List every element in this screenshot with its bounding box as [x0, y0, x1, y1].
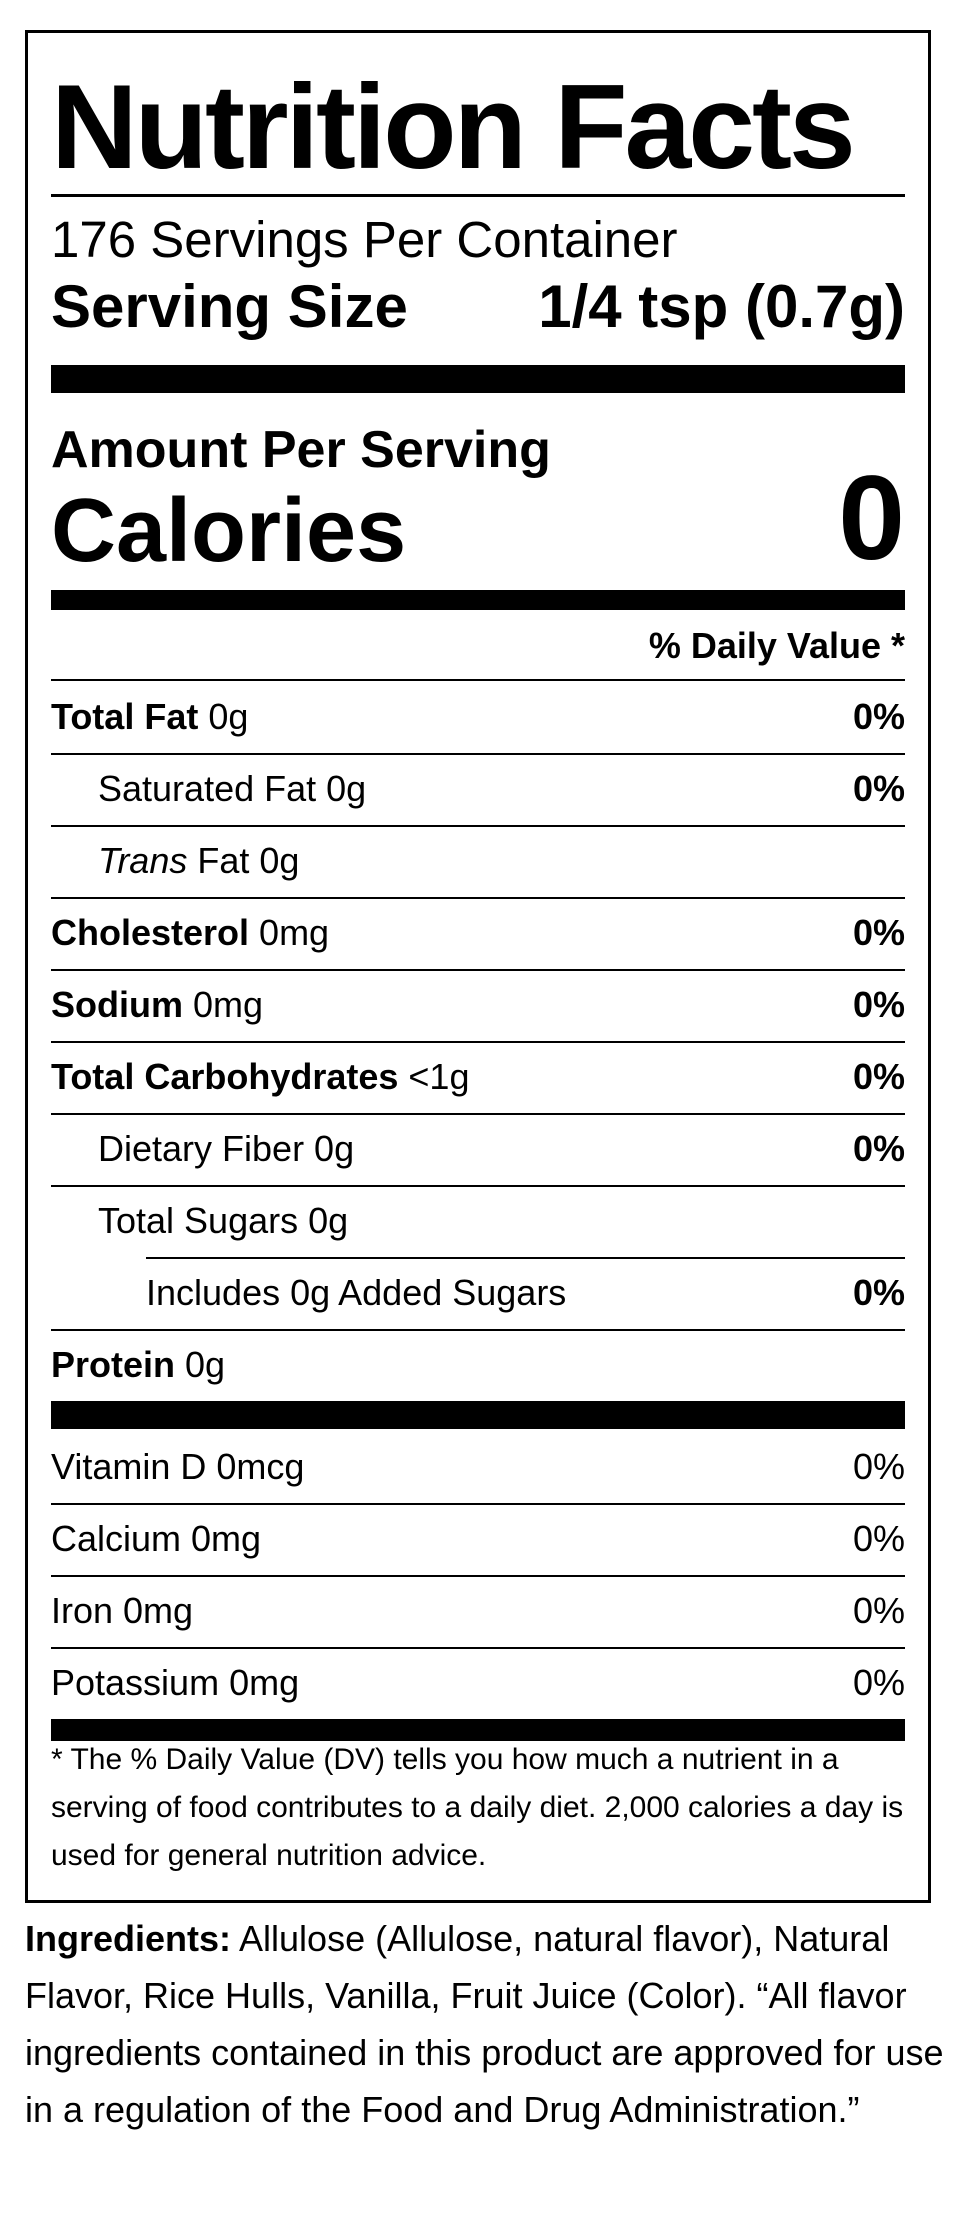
nutrient-amount: Includes 0g Added Sugars — [146, 1272, 567, 1313]
ingredients-text: Allulose (Allulose, natural flavor), Nat… — [25, 1918, 944, 2130]
nutrient-amount: 0mg — [249, 912, 330, 953]
vitamin-row-vitamin-d: Vitamin D 0mcg 0% — [51, 1431, 905, 1505]
vitamin-dv: 0% — [852, 1590, 905, 1631]
vitamin-dv: 0% — [852, 1518, 905, 1559]
nutrient-name: Cholesterol — [51, 912, 250, 953]
nutrient-amount: Total Sugars 0g — [98, 1200, 349, 1241]
thick-divider — [51, 1719, 905, 1741]
nutrient-row-dietary-fiber: Dietary Fiber 0g 0% — [51, 1113, 905, 1187]
nutrient-dv: 0% — [852, 696, 905, 737]
nutrient-row-added-sugars: Includes 0g Added Sugars 0% — [51, 1257, 905, 1331]
nutrient-dv: 0% — [852, 912, 905, 953]
vitamin-row-calcium: Calcium 0mg 0% — [51, 1503, 905, 1577]
nutrient-row-trans-fat: Trans Fat 0g — [51, 825, 905, 899]
serving-size-label: Serving Size — [51, 273, 408, 340]
nutrient-amount: 0g — [175, 1344, 226, 1385]
divider — [51, 679, 905, 681]
serving-size-row: Serving Size 1/4 tsp (0.7g) — [51, 271, 905, 343]
divider — [51, 194, 905, 197]
ingredients-statement: Ingredients: Allulose (Allulose, natural… — [25, 1910, 945, 2138]
nutrient-amount: Fat 0g — [187, 840, 300, 881]
amount-per-serving: Amount Per Serving — [51, 421, 551, 479]
nutrient-amount: <1g — [398, 1056, 470, 1097]
thick-divider — [51, 590, 905, 610]
vitamin-dv: 0% — [852, 1446, 905, 1487]
nutrient-dv: 0% — [852, 1128, 905, 1169]
vitamin-amount: Calcium 0mg — [51, 1518, 262, 1559]
thick-divider — [51, 1401, 905, 1429]
label-title: Nutrition Facts — [51, 60, 856, 194]
servings-per-container: 176 Servings Per Container — [51, 211, 678, 268]
vitamin-amount: Vitamin D 0mcg — [51, 1446, 305, 1487]
daily-value-header: % Daily Value * — [648, 625, 905, 666]
calories-value: 0 — [838, 451, 905, 585]
ingredients-heading: Ingredients: — [25, 1918, 232, 1959]
nutrient-row-cholesterol: Cholesterol 0mg 0% — [51, 897, 905, 971]
nutrient-name: Total Carbohydrates — [51, 1056, 399, 1097]
nutrition-facts-label: Nutrition Facts 176 Servings Per Contain… — [25, 30, 931, 1903]
nutrient-dv: 0% — [852, 984, 905, 1025]
nutrient-row-total-carbohydrates: Total Carbohydrates <1g 0% — [51, 1041, 905, 1115]
serving-size-value: 1/4 tsp (0.7g) — [538, 273, 905, 340]
daily-value-footnote: * The % Daily Value (DV) tells you how m… — [51, 1743, 904, 1872]
nutrient-amount: Dietary Fiber 0g — [98, 1128, 355, 1169]
thick-divider — [51, 365, 905, 393]
nutrient-amount: 0g — [198, 696, 249, 737]
vitamin-row-iron: Iron 0mg 0% — [51, 1575, 905, 1649]
nutrient-row-protein: Protein 0g — [51, 1329, 905, 1401]
nutrient-name: Protein — [51, 1344, 176, 1385]
calories-label: Calories — [51, 481, 407, 581]
vitamin-amount: Potassium 0mg — [51, 1662, 300, 1703]
nutrient-row-total-sugars: Total Sugars 0g — [51, 1185, 905, 1259]
nutrient-amount: Saturated Fat 0g — [98, 768, 367, 809]
nutrient-row-sodium: Sodium 0mg 0% — [51, 969, 905, 1043]
nutrient-dv: 0% — [852, 1056, 905, 1097]
vitamin-row-potassium: Potassium 0mg 0% — [51, 1647, 905, 1719]
nutrient-name: Sodium — [51, 984, 183, 1025]
nutrient-amount: 0mg — [183, 984, 264, 1025]
nutrient-name: Trans — [98, 840, 188, 881]
nutrient-dv: 0% — [852, 768, 905, 809]
nutrient-row-total-fat: Total Fat 0g 0% — [51, 681, 905, 755]
nutrient-name: Total Fat — [51, 696, 199, 737]
nutrient-row-saturated-fat: Saturated Fat 0g 0% — [51, 753, 905, 827]
vitamin-amount: Iron 0mg — [51, 1590, 194, 1631]
nutrient-dv: 0% — [852, 1272, 905, 1313]
vitamin-dv: 0% — [852, 1662, 905, 1703]
